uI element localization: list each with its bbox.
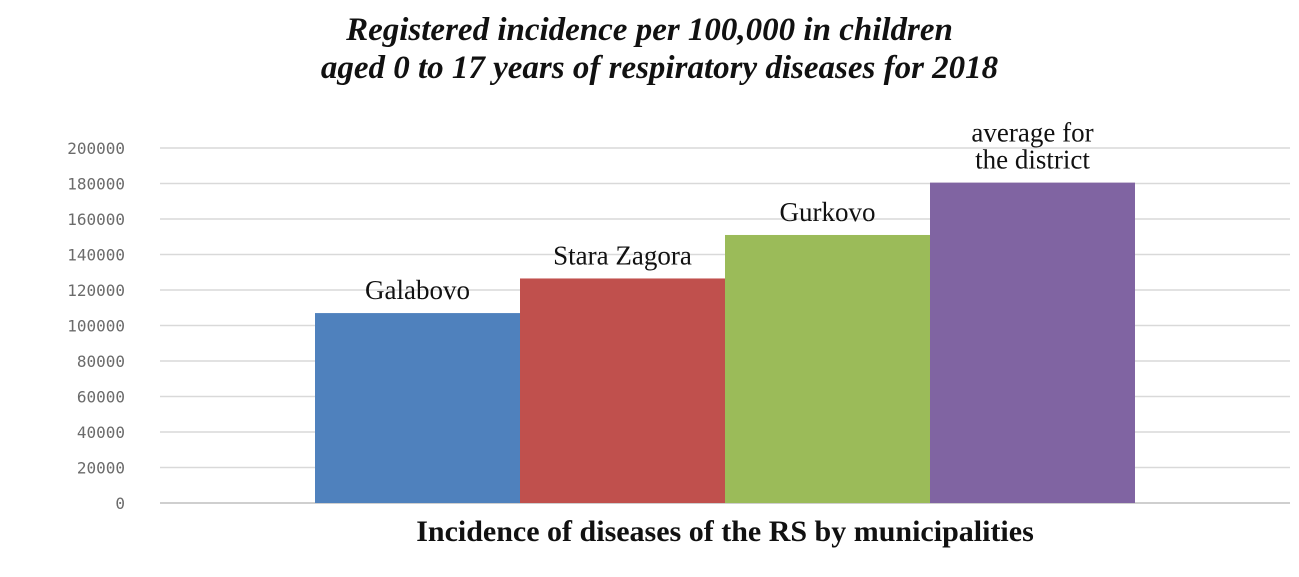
y-tick-label: 40000 — [77, 423, 125, 442]
category-label: Galabovo — [365, 275, 470, 305]
bar — [930, 182, 1135, 504]
y-tick-label: 60000 — [77, 388, 125, 407]
bar — [520, 278, 725, 503]
category-label: Gurkovo — [780, 197, 876, 227]
y-tick-label: 120000 — [67, 281, 125, 300]
y-tick-label: 140000 — [67, 246, 125, 265]
bar — [725, 234, 930, 503]
category-label: the district — [975, 145, 1090, 175]
y-tick-label: 200000 — [67, 139, 125, 158]
y-tick-label: 160000 — [67, 210, 125, 229]
x-axis-title: Incidence of diseases of the RS by munic… — [416, 515, 1034, 548]
y-tick-label: 80000 — [77, 352, 125, 371]
chart-title-line-1: Registered incidence per 100,000 in chil… — [346, 12, 953, 48]
chart-title-line-2: aged 0 to 17 years of respiratory diseas… — [320, 50, 999, 86]
y-tick-label: 20000 — [77, 459, 125, 478]
y-tick-label: 0 — [115, 494, 125, 513]
bar — [315, 313, 520, 503]
y-tick-label: 100000 — [67, 317, 125, 336]
category-label: average for — [971, 118, 1093, 148]
category-label: Stara Zagora — [553, 240, 692, 270]
y-tick-label: 180000 — [67, 175, 125, 194]
